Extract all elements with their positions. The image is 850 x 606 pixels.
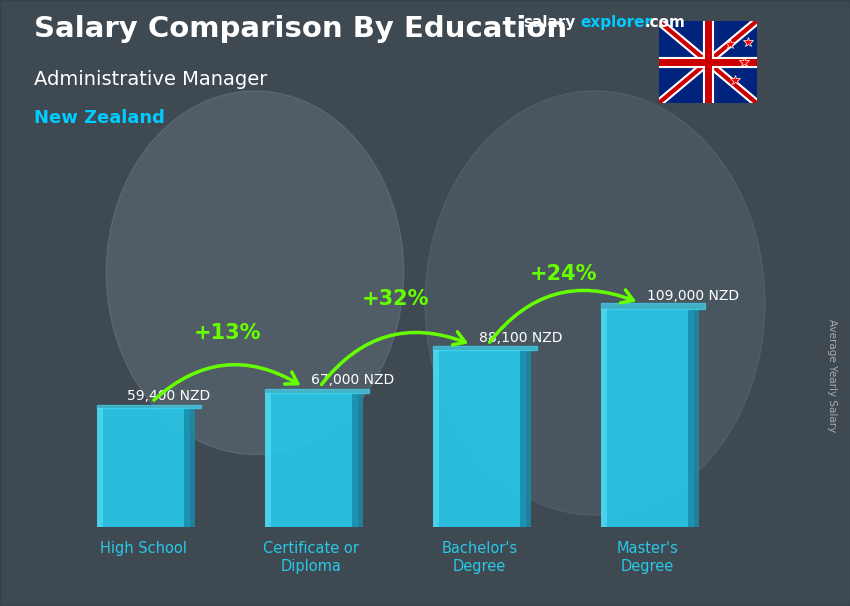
Text: Administrative Manager: Administrative Manager (34, 70, 268, 88)
Bar (184, 408, 196, 527)
Bar (688, 308, 700, 527)
Bar (97, 408, 190, 527)
Text: +24%: +24% (530, 264, 598, 284)
Bar (265, 393, 358, 527)
Text: .com: .com (644, 15, 685, 30)
Text: 88,100 NZD: 88,100 NZD (479, 331, 563, 345)
Text: 109,000 NZD: 109,000 NZD (648, 288, 740, 302)
FancyBboxPatch shape (601, 303, 705, 308)
Bar (352, 393, 363, 527)
Bar (601, 308, 607, 527)
Text: New Zealand: New Zealand (34, 109, 165, 127)
Bar (434, 350, 439, 527)
Text: Salary Comparison By Education: Salary Comparison By Education (34, 15, 567, 43)
Bar (601, 308, 694, 527)
Text: Average Yearly Salary: Average Yearly Salary (827, 319, 837, 432)
Text: 67,000 NZD: 67,000 NZD (311, 373, 394, 387)
Text: salary: salary (523, 15, 575, 30)
Bar (520, 350, 531, 527)
FancyBboxPatch shape (97, 405, 201, 408)
Bar (97, 408, 103, 527)
Ellipse shape (106, 91, 404, 454)
Ellipse shape (425, 91, 765, 515)
FancyBboxPatch shape (265, 390, 369, 393)
Bar (265, 393, 271, 527)
Text: +32%: +32% (361, 288, 429, 308)
Text: +13%: +13% (194, 322, 261, 342)
FancyBboxPatch shape (434, 346, 536, 350)
Text: explorer: explorer (581, 15, 653, 30)
Text: 59,400 NZD: 59,400 NZD (127, 389, 210, 403)
Bar (434, 350, 525, 527)
